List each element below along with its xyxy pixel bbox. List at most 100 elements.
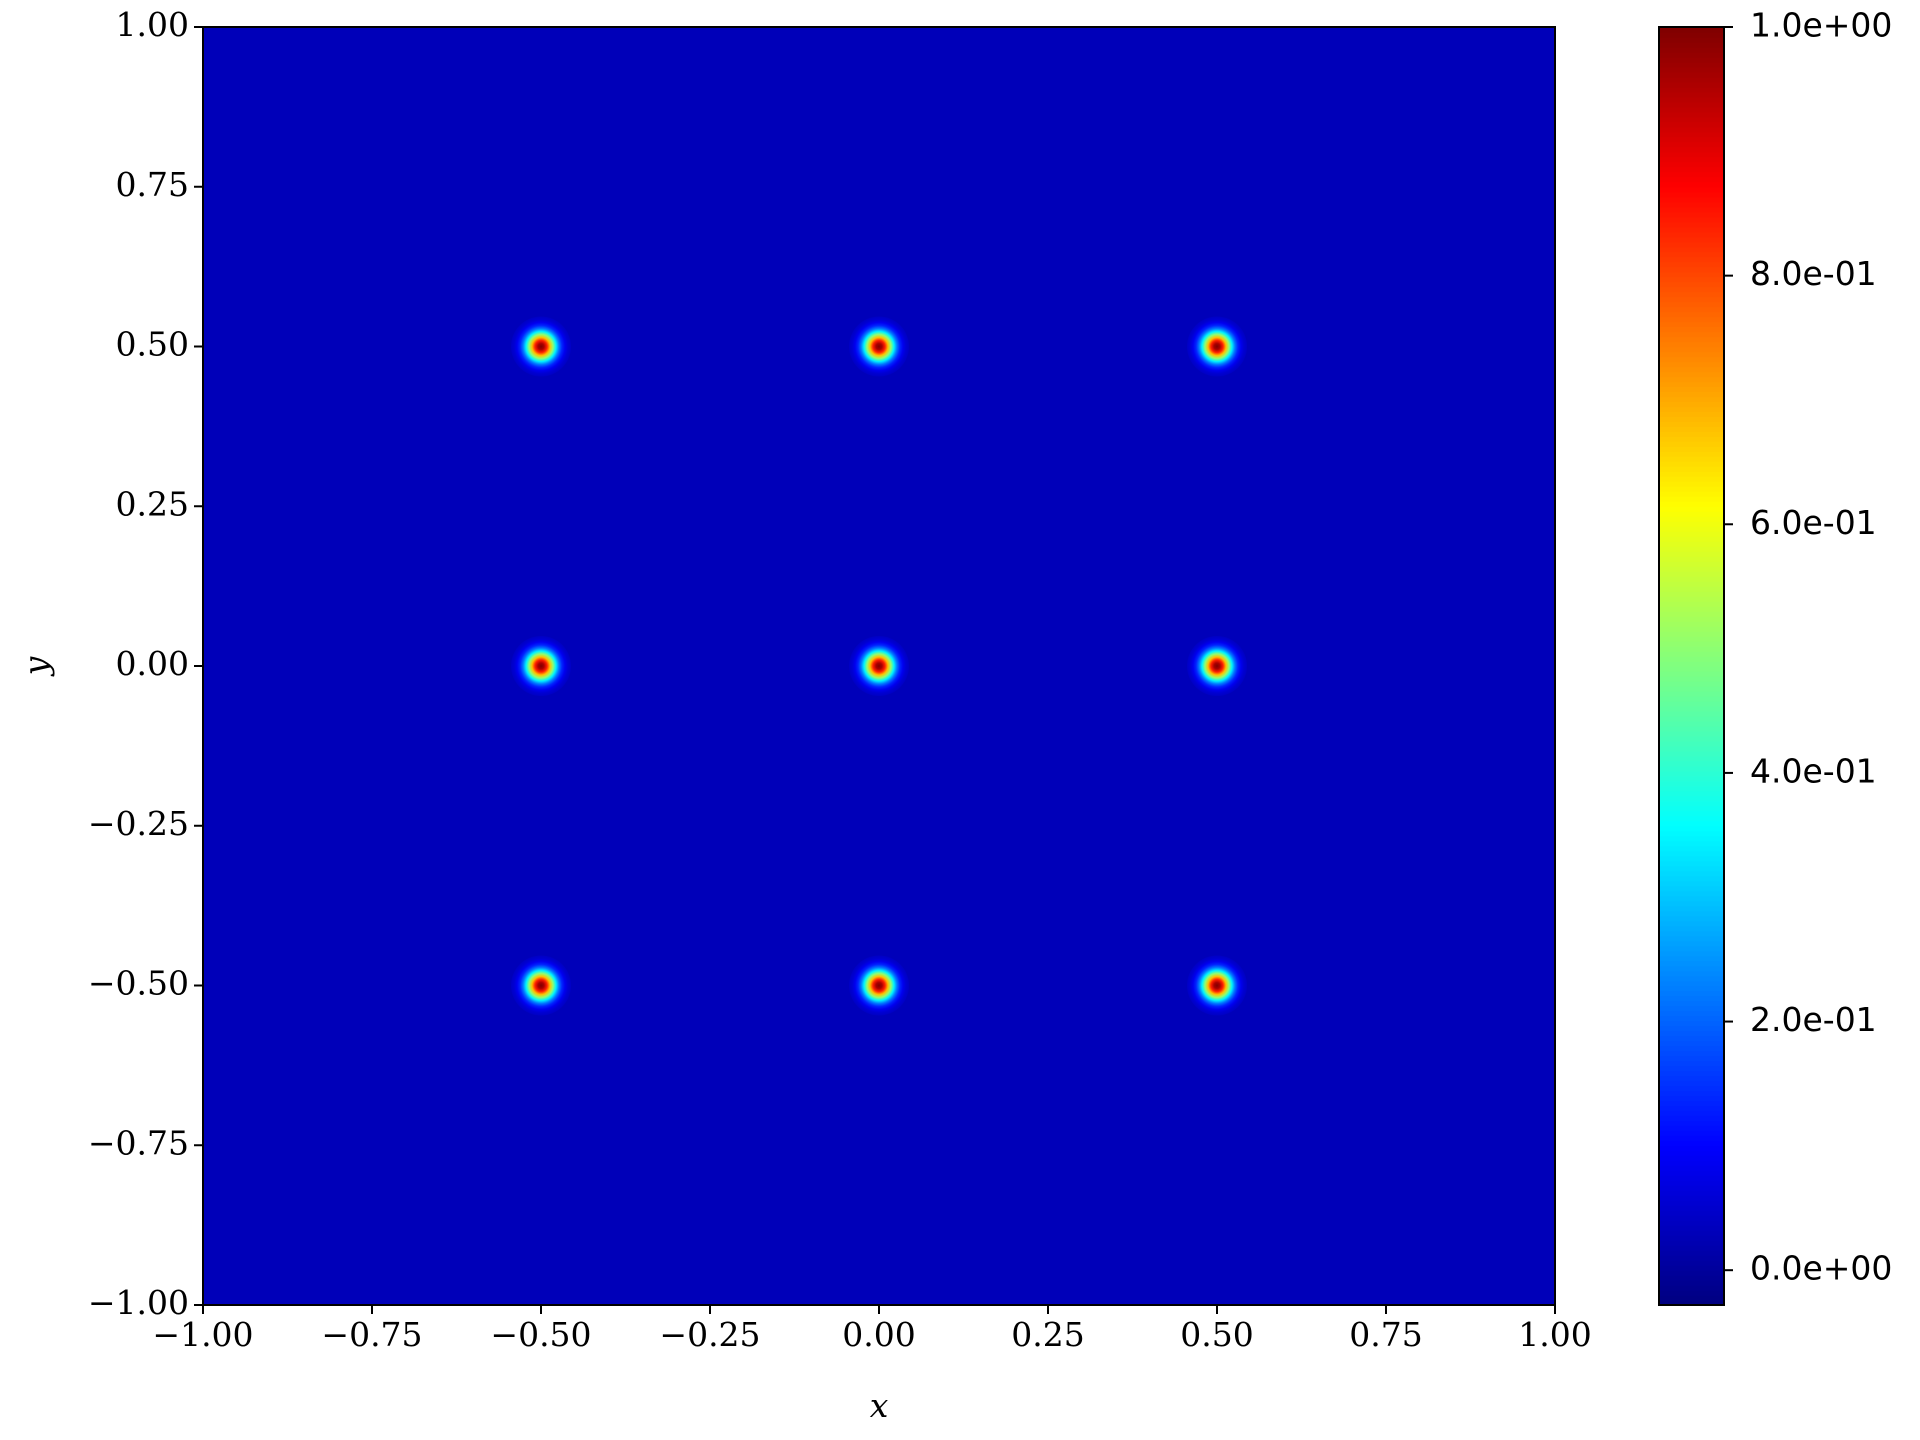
colorbar-strip — [1659, 511, 1724, 517]
colorbar-strip — [1659, 101, 1724, 108]
colorbar-strip — [1659, 830, 1724, 837]
peak — [1187, 316, 1247, 377]
colorbar-strip — [1659, 1195, 1724, 1201]
colorbar-strip — [1659, 1005, 1724, 1012]
colorbar-strip — [1659, 456, 1724, 462]
colorbar-strip — [1659, 131, 1724, 138]
colorbar-strip — [1659, 106, 1724, 113]
colorbar-strip — [1659, 406, 1724, 412]
x-tick-label: 0.25 — [1011, 1315, 1084, 1354]
y-tick-label: 0.75 — [116, 165, 189, 204]
colorbar-strip — [1659, 516, 1724, 522]
colorbar-strip — [1659, 201, 1724, 208]
colorbar-strip — [1659, 606, 1724, 612]
colorbar-strip — [1659, 1020, 1724, 1027]
colorbar-strip — [1659, 236, 1724, 243]
colorbar-strip — [1659, 940, 1724, 947]
colorbar-strip — [1659, 950, 1724, 957]
colorbar-strip — [1659, 850, 1724, 857]
x-tick-label: −1.00 — [152, 1315, 253, 1354]
colorbar-strip — [1659, 271, 1724, 278]
colorbar-strip — [1659, 651, 1724, 657]
colorbar-strip — [1659, 1275, 1724, 1281]
colorbar-tick-label: 8.0e-01 — [1750, 254, 1877, 293]
colorbar-strip — [1659, 930, 1724, 937]
colorbar-strip — [1659, 126, 1724, 133]
colorbar-strip — [1659, 895, 1724, 902]
colorbar-strip — [1659, 885, 1724, 892]
colorbar-strip — [1659, 935, 1724, 942]
colorbar-strip — [1659, 301, 1724, 308]
colorbar-strip — [1659, 526, 1724, 532]
colorbar-tick-label: 0.0e+00 — [1750, 1249, 1892, 1288]
colorbar-strip — [1659, 1065, 1724, 1071]
colorbar-strip — [1659, 261, 1724, 268]
colorbar-strip — [1659, 281, 1724, 288]
colorbar-strip — [1659, 71, 1724, 78]
colorbar-strip — [1659, 661, 1724, 667]
colorbar-strip — [1659, 815, 1724, 822]
colorbar-strip — [1659, 1295, 1724, 1301]
colorbar-strip — [1659, 1250, 1724, 1256]
colorbar-strip — [1659, 785, 1724, 792]
colorbar-strip — [1659, 581, 1724, 587]
x-tick-label: 1.00 — [1518, 1315, 1591, 1354]
colorbar-strip — [1659, 1285, 1724, 1291]
colorbar-strip — [1659, 436, 1724, 442]
peak — [849, 636, 909, 696]
colorbar-strip — [1659, 735, 1724, 742]
colorbar-strip — [1659, 541, 1724, 547]
colorbar-strip — [1659, 291, 1724, 298]
colorbar-strip — [1659, 346, 1724, 353]
colorbar-strip — [1659, 401, 1724, 408]
x-tick-label: 0.75 — [1349, 1315, 1422, 1354]
colorbar-strip — [1659, 576, 1724, 582]
colorbar-strip — [1659, 920, 1724, 927]
colorbar-strip — [1659, 51, 1724, 58]
y-tick-label: 0.25 — [116, 484, 189, 523]
colorbar-strip — [1659, 865, 1724, 872]
colorbar-tick-label: 1.0e+00 — [1750, 6, 1892, 45]
colorbar-strip — [1659, 556, 1724, 562]
colorbar-strip — [1659, 875, 1724, 882]
colorbar-strip — [1659, 586, 1724, 592]
y-axis-label: y — [16, 656, 55, 677]
colorbar-strip — [1659, 531, 1724, 537]
colorbar-strip — [1659, 730, 1724, 737]
peak — [1187, 636, 1247, 696]
colorbar-strip — [1659, 690, 1724, 697]
colorbar-strip — [1659, 1025, 1724, 1032]
colorbar-strip — [1659, 226, 1724, 233]
colorbar-strip — [1659, 1100, 1724, 1106]
colorbar-strip — [1659, 326, 1724, 333]
colorbar-strip — [1659, 910, 1724, 917]
colorbar-strip — [1659, 266, 1724, 273]
x-tick-label: −0.50 — [490, 1315, 591, 1354]
colorbar-strip — [1659, 506, 1724, 512]
colorbar-strip — [1659, 1050, 1724, 1056]
colorbar-strip — [1659, 990, 1724, 997]
colorbar-strip — [1659, 191, 1724, 198]
colorbar-strip — [1659, 965, 1724, 972]
colorbar-strip — [1659, 1055, 1724, 1061]
colorbar-strip — [1659, 970, 1724, 977]
colorbar-strip — [1659, 186, 1724, 193]
colorbar-strip — [1659, 975, 1724, 982]
colorbar-strip — [1659, 980, 1724, 987]
colorbar-strip — [1659, 1030, 1724, 1037]
colorbar-strip — [1659, 1075, 1724, 1081]
colorbar-strip — [1659, 361, 1724, 368]
colorbar-strip — [1659, 381, 1724, 388]
colorbar-strip — [1659, 616, 1724, 622]
colorbar-strip — [1659, 1040, 1724, 1047]
colorbar-strip — [1659, 416, 1724, 422]
colorbar-strip — [1659, 431, 1724, 437]
x-tick-label: −0.25 — [659, 1315, 760, 1354]
colorbar-strip — [1659, 670, 1724, 677]
colorbar-strip — [1659, 725, 1724, 732]
colorbar-strip — [1659, 1085, 1724, 1091]
colorbar-strip — [1659, 1270, 1724, 1276]
colorbar-strip — [1659, 481, 1724, 487]
colorbar-strip — [1659, 521, 1724, 527]
colorbar-strip — [1659, 1300, 1724, 1306]
